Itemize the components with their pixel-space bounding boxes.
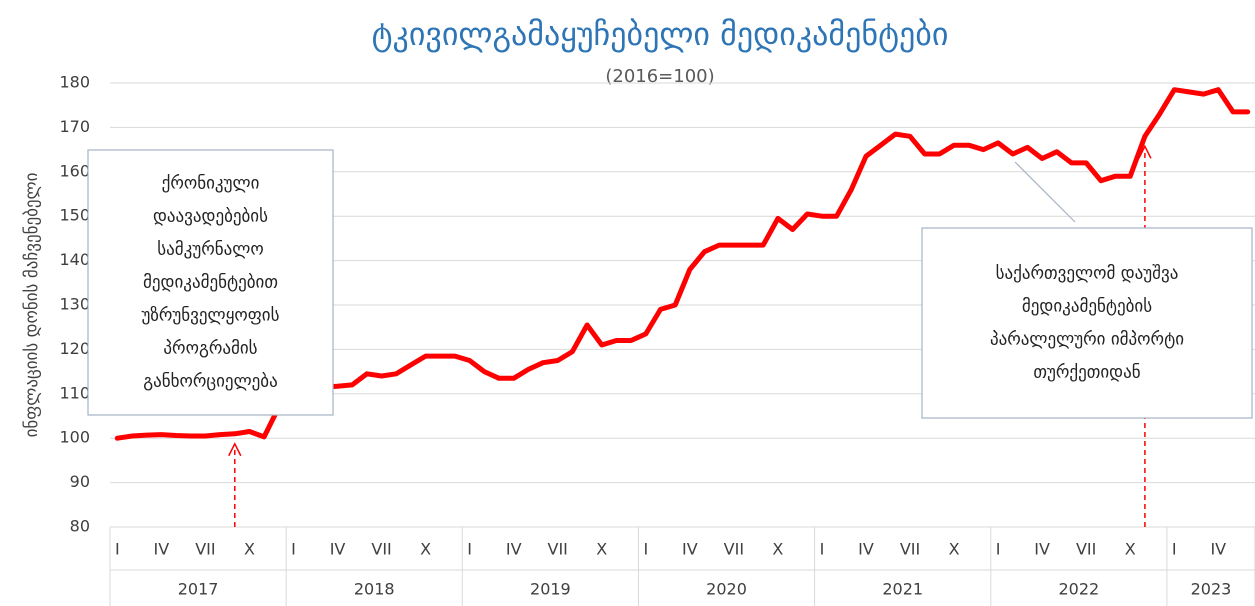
year-label: 2020 [706,580,747,599]
year-label: 2021 [882,580,923,599]
x-tick-label: IV [154,540,170,559]
y-tick-label: 90 [70,472,90,491]
x-tick-label: IV [1034,540,1050,559]
y-tick-label: 110 [59,383,90,402]
x-tick-label: X [1125,540,1136,559]
x-tick-label: I [467,540,472,559]
year-label: 2022 [1058,580,1099,599]
y-tick-label: 170 [59,117,90,136]
y-tick-label: 100 [59,428,90,447]
y-tick-label: 80 [70,517,90,536]
y-tick-label: 120 [59,339,90,358]
x-tick-label: IV [330,540,346,559]
annotation-text: თურქეთიდან [1033,363,1140,383]
annotation-arrowhead [1138,144,1152,159]
year-label: 2019 [530,580,571,599]
annotation-leader [1014,161,1076,223]
x-tick-label: IV [506,540,522,559]
y-tick-label: 180 [59,73,90,92]
x-tick-label: I [291,540,296,559]
x-tick-label: VII [900,540,920,559]
y-tick-label: 150 [59,206,90,225]
annotation-arrowhead [228,442,242,457]
x-tick-label: VII [195,540,215,559]
y-tick-label: 130 [59,295,90,314]
annotation-text: მედიკამენტების [1022,297,1152,317]
x-tick-label: X [772,540,783,559]
x-tick-label: I [1172,540,1177,559]
x-tick-label: I [996,540,1001,559]
annotation-text: დაავადებების [153,207,268,227]
x-tick-label: VII [724,540,744,559]
annotation-text: პროგრამის [163,339,257,359]
x-tick-label: IV [1210,540,1226,559]
x-tick-label: X [420,540,431,559]
year-label: 2023 [1191,580,1232,599]
year-label: 2017 [178,580,219,599]
year-label: 2018 [354,580,395,599]
y-axis-label: ინფლაციის დონის მაჩვენებელი [22,173,42,438]
annotation-text: ქრონიკული [162,174,260,194]
chart-subtitle: (2016=100) [605,66,714,87]
annotation-box [921,227,1253,419]
annotation-text: სამკურნალო [157,240,263,260]
annotation-text: უზრუნველყოფის [141,306,279,326]
x-tick-label: X [244,540,255,559]
annotation-text: პარალელური იმპორტი [990,330,1184,350]
x-tick-label: I [115,540,120,559]
y-tick-label: 140 [59,250,90,269]
x-tick-label: X [596,540,607,559]
annotation-text: განხორციელება [143,372,277,392]
chart-title: ტკივილგამაყუჩებელი მედიკამენტები [372,15,949,53]
x-tick-label: X [949,540,960,559]
x-tick-label: VII [548,540,568,559]
x-tick-label: IV [858,540,874,559]
annotation-text: საქართველომ დაუშვა [996,264,1179,284]
x-tick-label: VII [371,540,391,559]
annotation-box [87,149,334,416]
annotation-text: მედიკამენტებით [143,273,278,293]
x-tick-label: I [820,540,825,559]
y-tick-label: 160 [59,161,90,180]
x-tick-label: VII [1076,540,1096,559]
x-tick-label: IV [682,540,698,559]
x-tick-label: I [643,540,648,559]
